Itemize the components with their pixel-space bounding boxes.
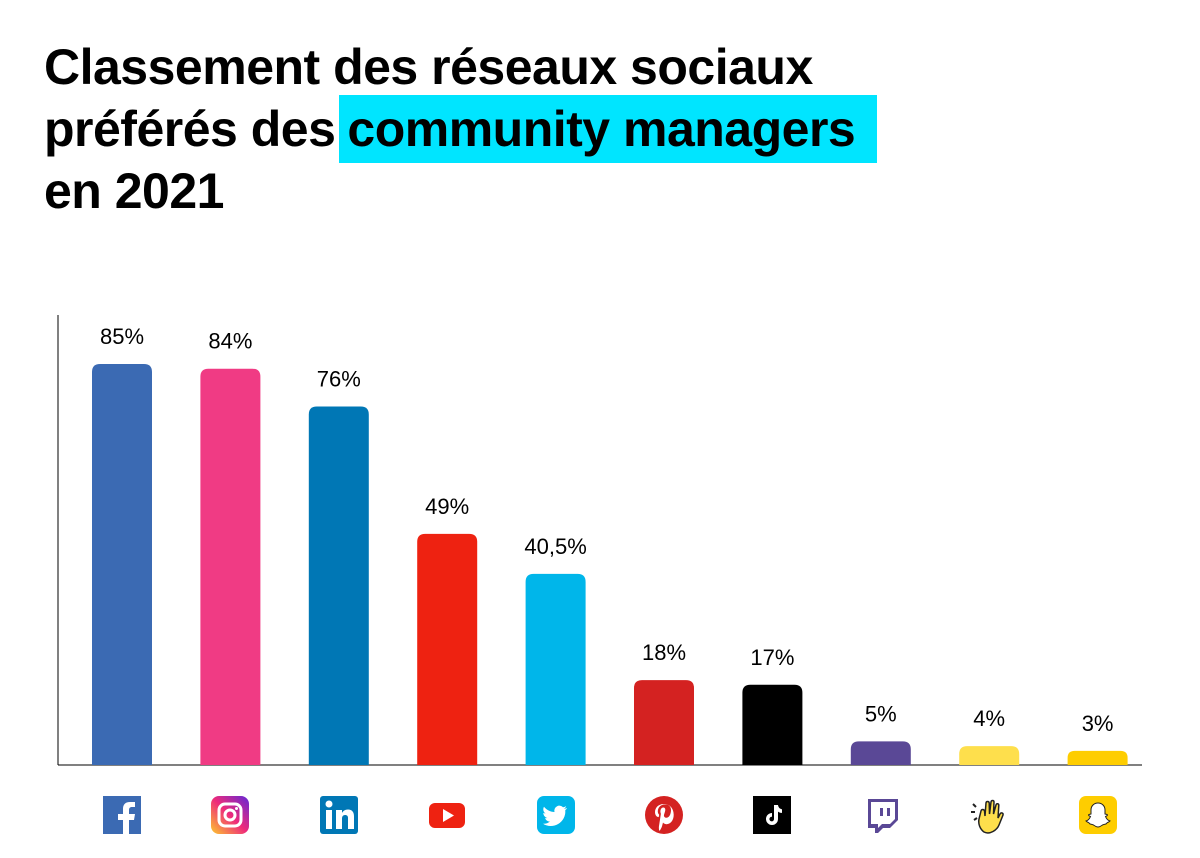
data-label: 84% <box>208 329 252 354</box>
bar-snapchat <box>1067 750 1128 765</box>
bar-clubhouse <box>959 746 1020 765</box>
data-label: 17% <box>750 645 794 670</box>
instagram-icon <box>211 796 250 834</box>
linkedin-icon <box>319 796 358 834</box>
data-label: 49% <box>425 494 469 519</box>
bar-instagram <box>200 368 261 765</box>
snapchat-icon <box>1078 796 1117 834</box>
data-label: 40,5% <box>524 534 586 559</box>
bar-pinterest <box>634 680 694 765</box>
data-label: 5% <box>865 701 897 726</box>
bar-tiktok <box>742 684 803 765</box>
twitch-icon <box>867 799 898 833</box>
chart-title: Classement des réseaux sociaux préférés … <box>44 36 878 222</box>
clubhouse-icon <box>971 799 1004 834</box>
pinterest-icon <box>645 796 683 834</box>
facebook-icon <box>103 796 141 834</box>
bar-twitter <box>525 573 586 765</box>
bar-twitch <box>850 741 911 765</box>
title-line-2-prefix: préférés des <box>44 101 336 157</box>
youtube-icon <box>429 803 466 828</box>
data-label: 3% <box>1082 711 1114 736</box>
data-label: 85% <box>100 324 144 349</box>
title-line-3: en 2021 <box>44 163 224 219</box>
twitter-icon <box>536 796 575 834</box>
data-label: 18% <box>642 640 686 665</box>
bar-youtube <box>417 533 478 765</box>
bar-linkedin <box>308 406 369 765</box>
bar-facebook <box>92 364 152 765</box>
data-label: 4% <box>973 706 1005 731</box>
data-label: 76% <box>317 366 361 391</box>
tiktok-icon <box>753 796 792 834</box>
title-line-1: Classement des réseaux sociaux <box>44 39 813 95</box>
title-highlight: community managers <box>339 95 878 163</box>
